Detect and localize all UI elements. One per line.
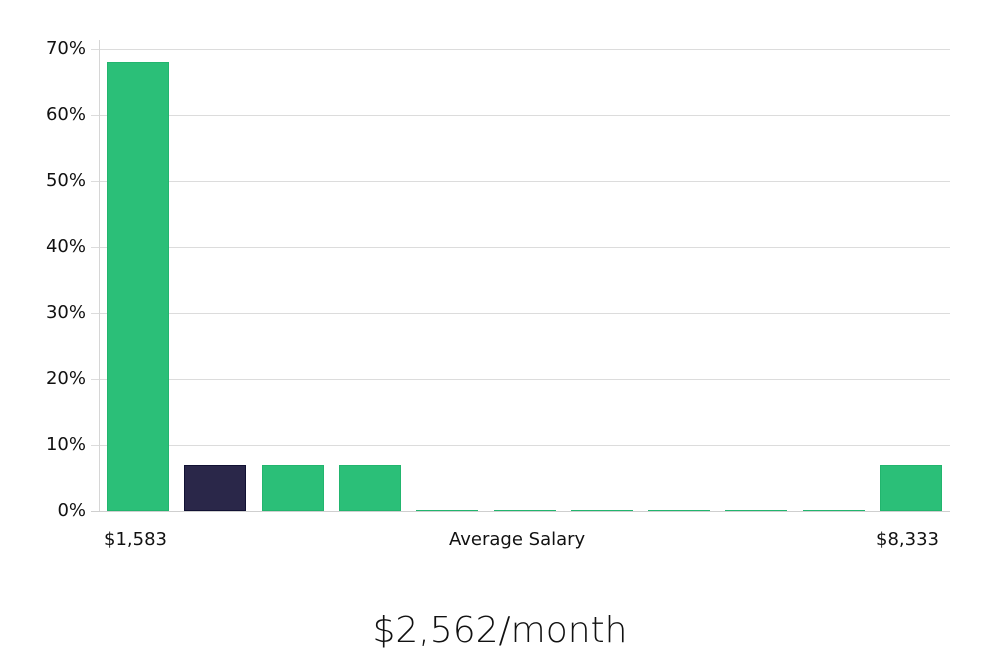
bar (261, 464, 324, 511)
gridline (91, 445, 950, 446)
y-tick-label: 20% (45, 368, 86, 389)
gridline (91, 49, 950, 50)
average-salary-caption: $2,562/month (372, 610, 628, 651)
x-max-label: $8,333 (876, 529, 939, 550)
bar (338, 464, 401, 511)
x-min-label: $1,583 (104, 529, 167, 550)
y-axis (99, 40, 100, 512)
y-tick-label: 70% (45, 38, 86, 59)
y-tick-label: 10% (45, 434, 86, 455)
gridline (91, 181, 950, 182)
x-axis-title: Average Salary (449, 529, 586, 550)
y-tick-label: 30% (45, 302, 86, 323)
y-tick-label: 50% (45, 170, 86, 191)
gridline (91, 313, 950, 314)
bar-highlighted (184, 464, 247, 511)
x-axis (91, 511, 950, 512)
y-tick-label: 40% (45, 236, 86, 257)
gridline (91, 115, 950, 116)
gridline (91, 379, 950, 380)
gridline (91, 247, 950, 248)
y-tick-label: 0% (57, 500, 86, 521)
bar (107, 62, 169, 511)
bar (880, 464, 942, 511)
y-tick-label: 60% (45, 104, 86, 125)
